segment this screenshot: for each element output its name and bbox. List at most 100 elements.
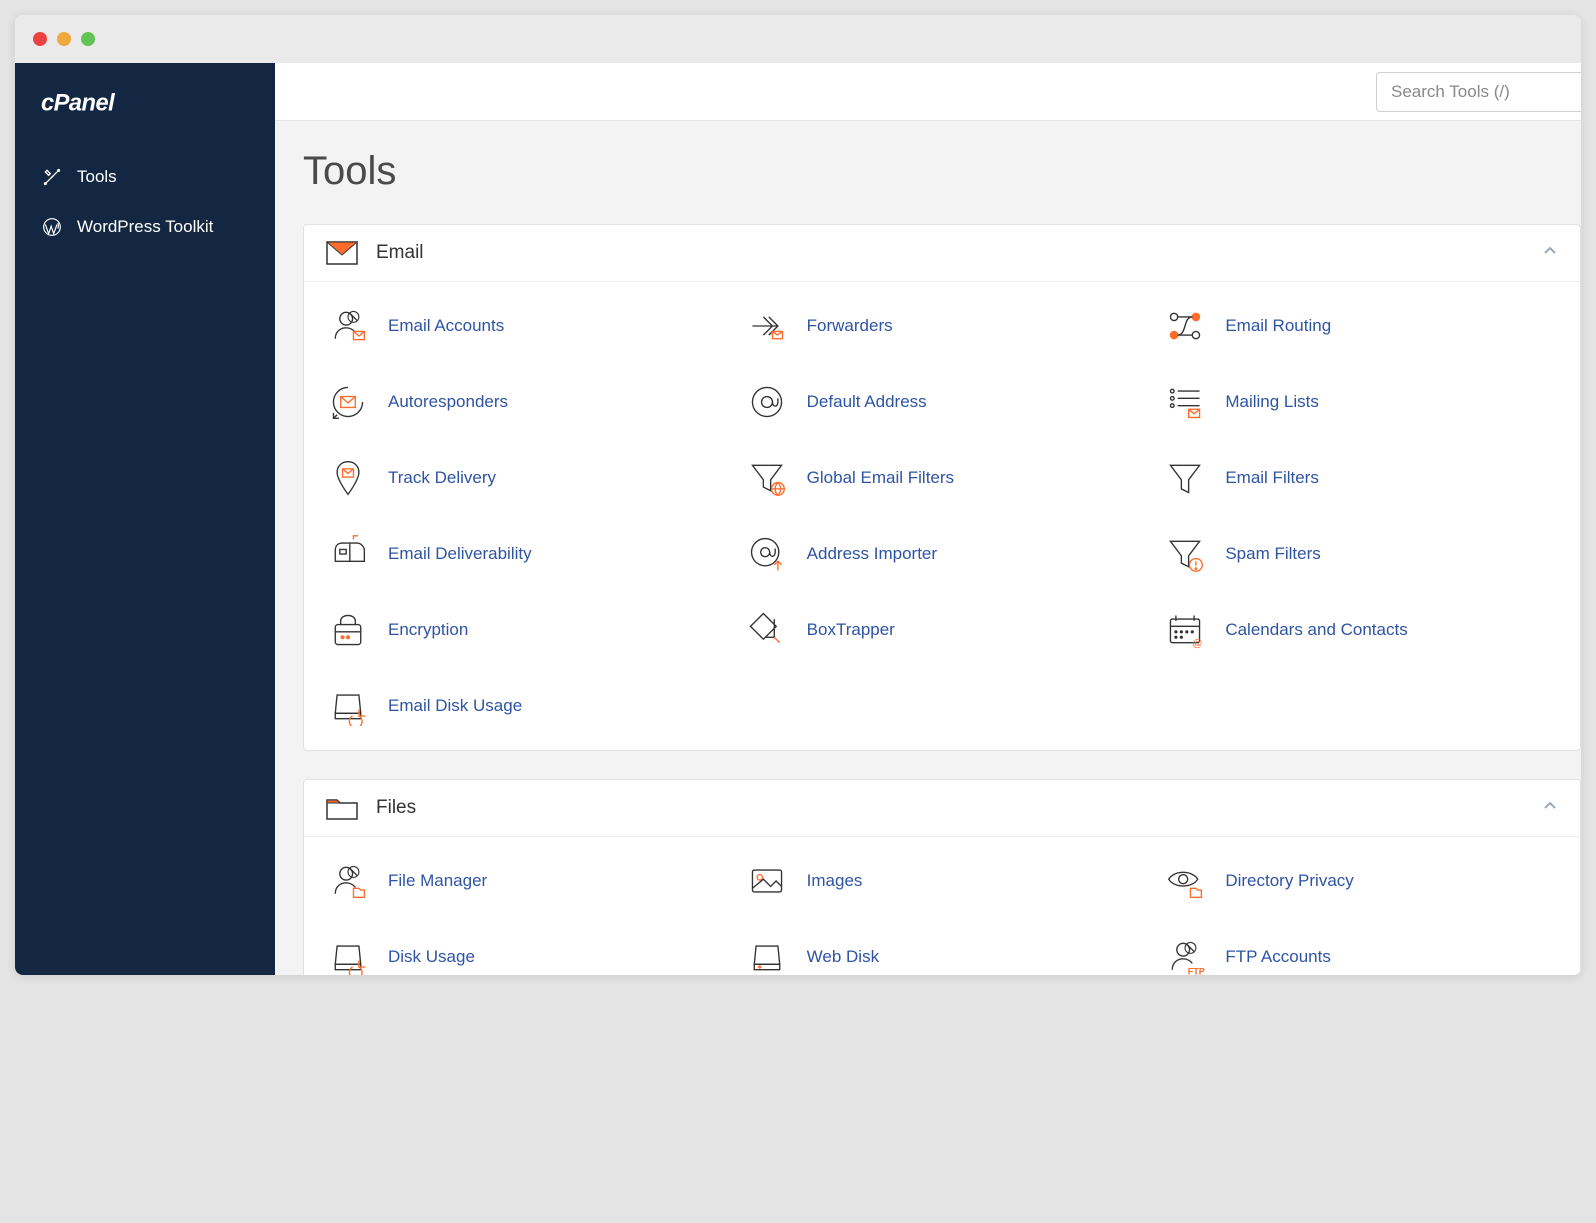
at-icon bbox=[745, 380, 789, 424]
item-email-filters[interactable]: Email Filters bbox=[1151, 452, 1570, 504]
svg-text:cPanel: cPanel bbox=[41, 91, 115, 117]
item-ftp-accounts[interactable]: FTP FTP Accounts bbox=[1151, 931, 1570, 975]
item-label: Calendars and Contacts bbox=[1225, 620, 1407, 640]
sidebar-item-tools[interactable]: Tools bbox=[15, 152, 275, 202]
minimize-window-icon[interactable] bbox=[57, 32, 71, 46]
section-email: Email bbox=[303, 224, 1581, 751]
sidebar-nav: Tools WordPress Toolkit bbox=[15, 144, 275, 260]
item-label: Directory Privacy bbox=[1225, 871, 1353, 891]
section-title: Email bbox=[376, 242, 1542, 264]
item-label: Web Disk bbox=[807, 947, 879, 967]
item-email-deliverability[interactable]: Email Deliverability bbox=[314, 528, 733, 580]
sidebar-item-wordpress-toolkit[interactable]: WordPress Toolkit bbox=[15, 202, 275, 252]
wordpress-icon bbox=[41, 216, 63, 238]
chevron-up-icon bbox=[1542, 243, 1558, 264]
item-directory-privacy[interactable]: Directory Privacy bbox=[1151, 855, 1570, 907]
item-autoresponders[interactable]: Autoresponders bbox=[314, 376, 733, 428]
window-titlebar bbox=[15, 15, 1581, 63]
item-spam-filters[interactable]: Spam Filters bbox=[1151, 528, 1570, 580]
sidebar-item-label: Tools bbox=[77, 167, 117, 187]
item-label: Spam Filters bbox=[1225, 544, 1320, 564]
eye-folder-icon bbox=[1163, 859, 1207, 903]
item-label: Email Disk Usage bbox=[388, 696, 522, 716]
item-label: FTP Accounts bbox=[1225, 947, 1331, 967]
item-label: Global Email Filters bbox=[807, 468, 954, 488]
disk-pie-icon bbox=[326, 935, 370, 975]
tools-icon bbox=[41, 166, 63, 188]
mailbox-icon bbox=[326, 532, 370, 576]
autoresponder-icon bbox=[326, 380, 370, 424]
routing-icon bbox=[1163, 304, 1207, 348]
item-label: Email Routing bbox=[1225, 316, 1331, 336]
item-track-delivery[interactable]: Track Delivery bbox=[314, 452, 733, 504]
item-disk-usage[interactable]: Disk Usage bbox=[314, 931, 733, 975]
browser-frame: cPanel Tools bbox=[15, 15, 1581, 975]
funnel-icon bbox=[1163, 456, 1207, 500]
app-root: cPanel Tools bbox=[15, 63, 1581, 975]
item-default-address[interactable]: Default Address bbox=[733, 376, 1152, 428]
svg-text:FTP: FTP bbox=[1188, 966, 1205, 975]
pin-mail-icon bbox=[326, 456, 370, 500]
chevron-up-icon bbox=[1542, 798, 1558, 819]
maximize-window-icon[interactable] bbox=[81, 32, 95, 46]
topbar bbox=[275, 63, 1581, 121]
forward-icon bbox=[745, 304, 789, 348]
disk-icon bbox=[745, 935, 789, 975]
item-email-routing[interactable]: Email Routing bbox=[1151, 300, 1570, 352]
funnel-warn-icon bbox=[1163, 532, 1207, 576]
envelope-icon bbox=[326, 241, 358, 265]
box-trap-icon bbox=[745, 608, 789, 652]
list-mail-icon bbox=[1163, 380, 1207, 424]
item-label: Encryption bbox=[388, 620, 468, 640]
item-images[interactable]: Images bbox=[733, 855, 1152, 907]
calendar-at-icon: @ bbox=[1163, 608, 1207, 652]
user-folder-icon bbox=[326, 859, 370, 903]
item-label: Email Deliverability bbox=[388, 544, 532, 564]
main-area: Tools Email bbox=[275, 63, 1581, 975]
item-encryption[interactable]: Encryption bbox=[314, 604, 733, 656]
section-items-email: Email Accounts Forwarders bbox=[304, 282, 1580, 750]
section-title: Files bbox=[376, 797, 1542, 819]
item-web-disk[interactable]: Web Disk bbox=[733, 931, 1152, 975]
page-title: Tools bbox=[303, 149, 1581, 194]
item-label: BoxTrapper bbox=[807, 620, 895, 640]
item-label: Forwarders bbox=[807, 316, 893, 336]
item-file-manager[interactable]: File Manager bbox=[314, 855, 733, 907]
item-label: Address Importer bbox=[807, 544, 937, 564]
search-input[interactable] bbox=[1376, 72, 1581, 112]
item-label: Track Delivery bbox=[388, 468, 496, 488]
item-mailing-lists[interactable]: Mailing Lists bbox=[1151, 376, 1570, 428]
user-mail-icon bbox=[326, 304, 370, 348]
item-email-disk-usage[interactable]: Email Disk Usage bbox=[314, 680, 733, 732]
sidebar: cPanel Tools bbox=[15, 63, 275, 975]
item-label: Autoresponders bbox=[388, 392, 508, 412]
svg-text:@: @ bbox=[1193, 638, 1203, 649]
item-label: File Manager bbox=[388, 871, 487, 891]
funnel-globe-icon bbox=[745, 456, 789, 500]
section-header-files[interactable]: Files bbox=[304, 780, 1580, 837]
item-boxtrapper[interactable]: BoxTrapper bbox=[733, 604, 1152, 656]
item-label: Images bbox=[807, 871, 863, 891]
disk-pie-icon bbox=[326, 684, 370, 728]
user-ftp-icon: FTP bbox=[1163, 935, 1207, 975]
lock-box-icon bbox=[326, 608, 370, 652]
item-global-email-filters[interactable]: Global Email Filters bbox=[733, 452, 1152, 504]
folder-icon bbox=[326, 796, 358, 820]
item-label: Mailing Lists bbox=[1225, 392, 1319, 412]
section-header-email[interactable]: Email bbox=[304, 225, 1580, 282]
item-forwarders[interactable]: Forwarders bbox=[733, 300, 1152, 352]
item-calendars-contacts[interactable]: @ Calendars and Contacts bbox=[1151, 604, 1570, 656]
item-label: Default Address bbox=[807, 392, 927, 412]
item-email-accounts[interactable]: Email Accounts bbox=[314, 300, 733, 352]
sidebar-item-label: WordPress Toolkit bbox=[77, 217, 213, 237]
close-window-icon[interactable] bbox=[33, 32, 47, 46]
brand-logo[interactable]: cPanel bbox=[15, 63, 275, 144]
item-label: Email Accounts bbox=[388, 316, 504, 336]
item-address-importer[interactable]: Address Importer bbox=[733, 528, 1152, 580]
section-files: Files bbox=[303, 779, 1581, 975]
item-label: Email Filters bbox=[1225, 468, 1319, 488]
section-items-files: File Manager Images bbox=[304, 837, 1580, 975]
content: Tools Email bbox=[275, 121, 1581, 975]
image-icon bbox=[745, 859, 789, 903]
item-label: Disk Usage bbox=[388, 947, 475, 967]
